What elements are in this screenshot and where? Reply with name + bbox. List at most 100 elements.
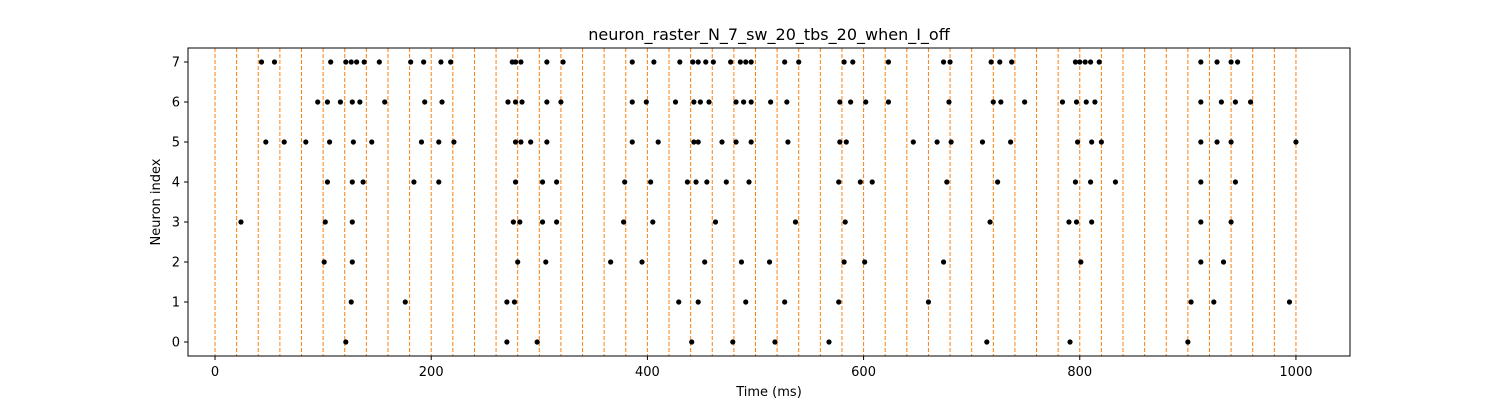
spike-point [539,219,546,225]
spike-point [621,219,627,225]
spike-point [695,139,701,145]
x-tick-label: 800 [1067,365,1092,380]
spike-point [1096,59,1102,65]
spike-point [863,99,869,105]
spike-point [848,99,854,105]
spike-point [361,59,367,65]
spike-point [439,99,445,105]
spike-point [740,99,747,105]
spike-point [528,139,534,145]
spike-point [1232,179,1239,185]
spike-point [519,99,525,105]
marker-lines [214,48,1297,356]
spike-point [1077,59,1083,65]
y-tick-label: 4 [172,176,180,191]
spike-point [677,59,683,65]
spike-point [910,139,916,145]
spike-point [511,299,518,305]
spike-point [712,219,719,225]
spike-point [728,59,734,65]
spike-point [691,99,697,105]
spike-point [512,99,519,105]
spike-point [544,139,550,145]
spike-point [1286,299,1293,305]
spike-point [995,179,1001,185]
spike-point [271,59,278,65]
spike-point [343,339,349,345]
spike-markers [238,59,1299,345]
spike-point [544,99,550,105]
spike-point [1211,299,1217,305]
spike-point [738,259,745,265]
spike-point [281,139,287,145]
spike-point [622,179,628,185]
spike-point [504,299,510,305]
spike-point [766,259,773,265]
spike-point [1007,139,1014,145]
spike-point [850,59,856,65]
spike-point [436,139,442,145]
spike-point [1198,219,1204,225]
spike-point [1082,59,1088,65]
spike-point [1198,59,1204,65]
spike-point [689,339,695,345]
spike-point [743,299,749,305]
spike-point [360,179,366,185]
spike-point [1073,219,1080,225]
spike-point [1059,99,1066,105]
spike-point [730,339,736,345]
y-tick-label: 5 [172,136,180,151]
spike-point [518,59,524,65]
spike-point [534,339,540,345]
spike-point [1073,99,1080,105]
spike-point [1067,339,1073,345]
spike-point [748,139,754,145]
spike-point [792,219,799,225]
spike-point [947,59,953,65]
spike-point [672,99,679,105]
spike-point [946,99,952,105]
spike-point [691,139,697,145]
x-tick-label: 600 [851,365,876,380]
spike-point [650,219,656,225]
spike-point [748,99,754,105]
spike-point [343,59,349,65]
spike-point [885,59,892,65]
spike-point [1247,99,1254,105]
spike-point [826,339,832,345]
spike-point [512,59,519,65]
spike-point [1228,139,1234,145]
spike-point [1228,59,1234,65]
spike-point [327,139,333,145]
spike-point [553,179,560,185]
spike-point [1185,339,1191,345]
spike-point [629,59,635,65]
spike-point [842,219,848,225]
spike-point [349,219,355,225]
spike-point [639,259,645,265]
spike-point [1075,139,1081,145]
spike-point [733,139,739,145]
spike-point [357,99,363,105]
spike-point [1228,219,1234,225]
spike-point [1198,99,1204,105]
spike-point [1098,139,1104,145]
spike-point [1198,179,1204,185]
spike-point [1214,139,1220,145]
spike-point [1232,99,1239,105]
spike-point [517,219,523,225]
spike-point [263,139,269,145]
spike-point [348,299,354,305]
spike-point [349,179,355,185]
spike-point [988,59,994,65]
spike-point [411,179,417,185]
spike-point [1066,219,1072,225]
spike-point [376,59,382,65]
spike-point [422,99,428,105]
spike-point [1078,259,1084,265]
spike-point [1234,59,1241,65]
spike-point [512,139,519,145]
spike-point [328,59,334,65]
spike-point [1022,99,1028,105]
spike-point [836,299,842,305]
